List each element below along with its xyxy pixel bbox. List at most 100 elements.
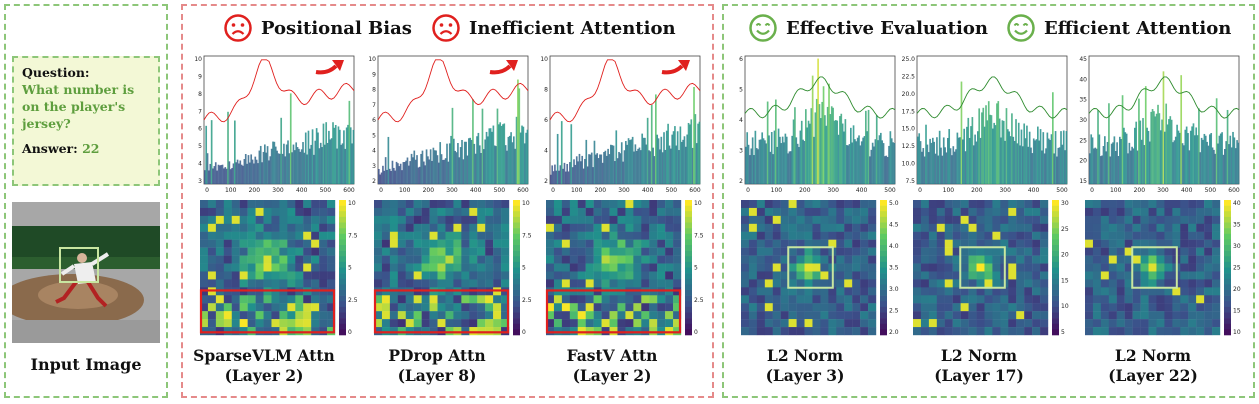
data-bar [828, 83, 830, 184]
heatmap-cell [437, 223, 446, 232]
data-bar [349, 127, 352, 184]
heatmap-cell [546, 247, 555, 256]
x-tick-label: 0 [551, 187, 555, 194]
heatmap-cell [1024, 223, 1033, 232]
heatmap-cell [437, 231, 446, 240]
heatmap-cell [239, 215, 248, 225]
happy-face-icon [1007, 14, 1035, 42]
heatmap-cell [741, 327, 750, 336]
y-tick-label: 8 [198, 91, 202, 98]
heatmap-cell [577, 223, 586, 232]
colorbar-segment [339, 295, 346, 302]
colorbar-segment [685, 290, 692, 296]
heatmap-cell [1008, 231, 1017, 240]
data-bar [1099, 156, 1102, 184]
heatmap-cell [1180, 311, 1189, 320]
caption-sparsevlm: SparseVLM Attn (Layer 2) [181, 346, 347, 386]
data-bar [975, 141, 978, 184]
heatmap-cell [852, 239, 861, 248]
heatmap-cell [421, 247, 430, 256]
heatmap-cell [928, 311, 938, 320]
data-bar [1218, 135, 1221, 184]
heatmap-cell [1212, 287, 1221, 296]
heatmap-cell [207, 311, 217, 320]
heatmap-cell [836, 239, 845, 248]
heatmap-cell [271, 215, 280, 225]
heatmap-cell [780, 200, 789, 209]
heatmap-cell [649, 255, 658, 264]
heatmap-cell [812, 287, 821, 296]
heatmap-cell [748, 311, 758, 320]
data-bar [299, 151, 302, 184]
heatmap-cell [295, 271, 304, 280]
data-bar [1225, 141, 1228, 184]
heatmap-cell [772, 263, 781, 272]
data-bar [1168, 119, 1170, 184]
heatmap-cell [1100, 207, 1110, 217]
data-bar [423, 161, 425, 184]
heatmap-cell [1156, 215, 1165, 225]
heatmap-cell [200, 311, 209, 320]
heatmap-cell [812, 215, 821, 225]
heatmap-cell [788, 279, 797, 288]
heatmap-cell [397, 311, 406, 320]
heatmap-cell [641, 207, 650, 217]
heatmap-cell [860, 247, 869, 256]
heatmap-cell [207, 271, 217, 280]
data-bar [478, 145, 481, 184]
heatmap-cell [381, 263, 391, 272]
heatmap-cell [968, 200, 977, 209]
heatmap-cell [960, 319, 969, 328]
data-bar [394, 170, 397, 184]
data-bar [601, 162, 604, 184]
heatmap-cell [381, 311, 391, 320]
heatmap-cell [429, 295, 438, 304]
data-bar [329, 139, 332, 184]
data-bar [859, 145, 862, 184]
heatmap-cell [405, 200, 414, 209]
heatmap-cell [1024, 200, 1033, 209]
heatmap-cell [453, 263, 462, 272]
heatmap-cell [311, 223, 320, 232]
heatmap-cell [231, 311, 240, 320]
heatmap-cell [287, 231, 296, 240]
colorbar-tick-label: 2.0 [889, 329, 899, 336]
highlight-box [373, 289, 510, 334]
caption-title: L2 Norm [1114, 346, 1192, 365]
data-bar [829, 114, 832, 184]
heatmap-cell [1032, 279, 1041, 288]
sad-face-icon [432, 14, 460, 42]
heatmap-cell [577, 207, 586, 217]
heatmap-cell [381, 319, 391, 328]
colorbar-tick-label: 30 [1233, 243, 1241, 250]
header-inefficient-attention: Inefficient Attention [431, 13, 676, 43]
heatmap-cell [1140, 279, 1149, 288]
heatmap-cell [429, 319, 438, 328]
heatmap-cell [1156, 255, 1165, 264]
heatmap-cell [271, 247, 280, 256]
heatmap-cell [665, 247, 674, 256]
heatmap-cell [593, 279, 602, 288]
data-bar [660, 136, 663, 184]
heatmap-cell [437, 200, 446, 209]
heatmap-cell [546, 319, 555, 328]
data-bar [921, 151, 923, 184]
data-bar [600, 154, 603, 184]
heatmap-cell [1092, 327, 1102, 336]
heatmap-cell [852, 223, 861, 232]
heatmap-cell [665, 215, 674, 225]
trend-line [377, 59, 529, 123]
data-bar [431, 160, 433, 184]
heatmap-cell [788, 327, 797, 336]
data-bar [483, 149, 485, 184]
data-bar [595, 154, 597, 184]
trend-arrow-head [506, 60, 518, 71]
heatmap-cell [812, 319, 821, 328]
heatmap-cell [374, 303, 383, 312]
heatmap-cell [960, 223, 969, 232]
y-tick-label: 2 [372, 178, 376, 185]
data-bar [1188, 150, 1191, 184]
heatmap-cell [263, 279, 272, 288]
heatmap-cell [984, 215, 993, 225]
y-tick-label: 40 [1079, 76, 1087, 83]
